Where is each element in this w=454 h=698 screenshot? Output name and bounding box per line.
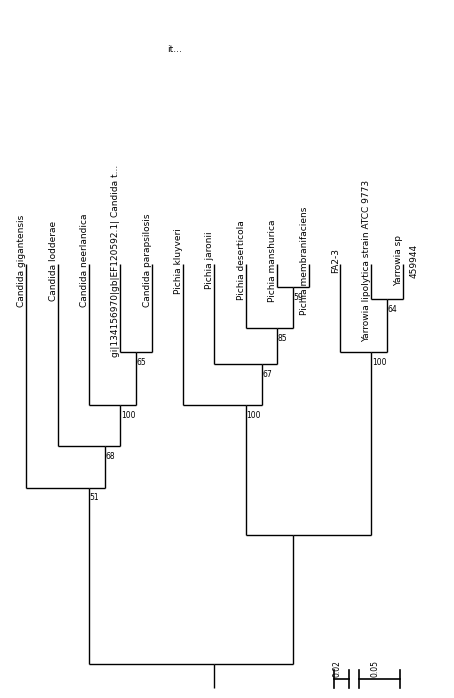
Text: 67: 67 xyxy=(262,370,272,378)
Text: 100: 100 xyxy=(121,411,135,420)
Text: 100: 100 xyxy=(247,411,261,420)
Text: 68: 68 xyxy=(105,452,115,461)
Text: Candida gigantensis: Candida gigantensis xyxy=(17,214,26,306)
Text: 85: 85 xyxy=(278,334,287,343)
Text: Pichia manshurica: Pichia manshurica xyxy=(268,219,277,302)
Text: FA2-3: FA2-3 xyxy=(331,248,340,273)
Text: 0.05: 0.05 xyxy=(370,660,379,677)
Text: Pichia jaronii: Pichia jaronii xyxy=(206,232,214,290)
Text: 51: 51 xyxy=(89,493,99,503)
Text: gi|134156970|gb|EF120592.1| Candida t...: gi|134156970|gb|EF120592.1| Candida t... xyxy=(111,165,120,357)
Text: 459944: 459944 xyxy=(410,244,419,278)
Text: Yarrowia sp: Yarrowia sp xyxy=(394,235,403,286)
Text: 59: 59 xyxy=(294,293,303,302)
Text: Pichia deserticola: Pichia deserticola xyxy=(237,221,246,300)
Text: Candida parapsilosis: Candida parapsilosis xyxy=(143,214,152,307)
Text: Candida lodderae: Candida lodderae xyxy=(49,221,58,301)
Text: 64: 64 xyxy=(388,305,397,314)
Text: it...: it... xyxy=(168,45,182,54)
Text: Pichia kluyveri: Pichia kluyveri xyxy=(174,228,183,294)
Text: Pichia membranifaciens: Pichia membranifaciens xyxy=(300,207,309,315)
Text: 65: 65 xyxy=(137,358,146,367)
Text: Candida neerlandica: Candida neerlandica xyxy=(80,214,89,307)
Text: Yarrowia lipolytica strain ATCC 9773: Yarrowia lipolytica strain ATCC 9773 xyxy=(362,179,371,341)
Text: 100: 100 xyxy=(372,358,386,367)
Text: 0.02: 0.02 xyxy=(333,660,341,677)
